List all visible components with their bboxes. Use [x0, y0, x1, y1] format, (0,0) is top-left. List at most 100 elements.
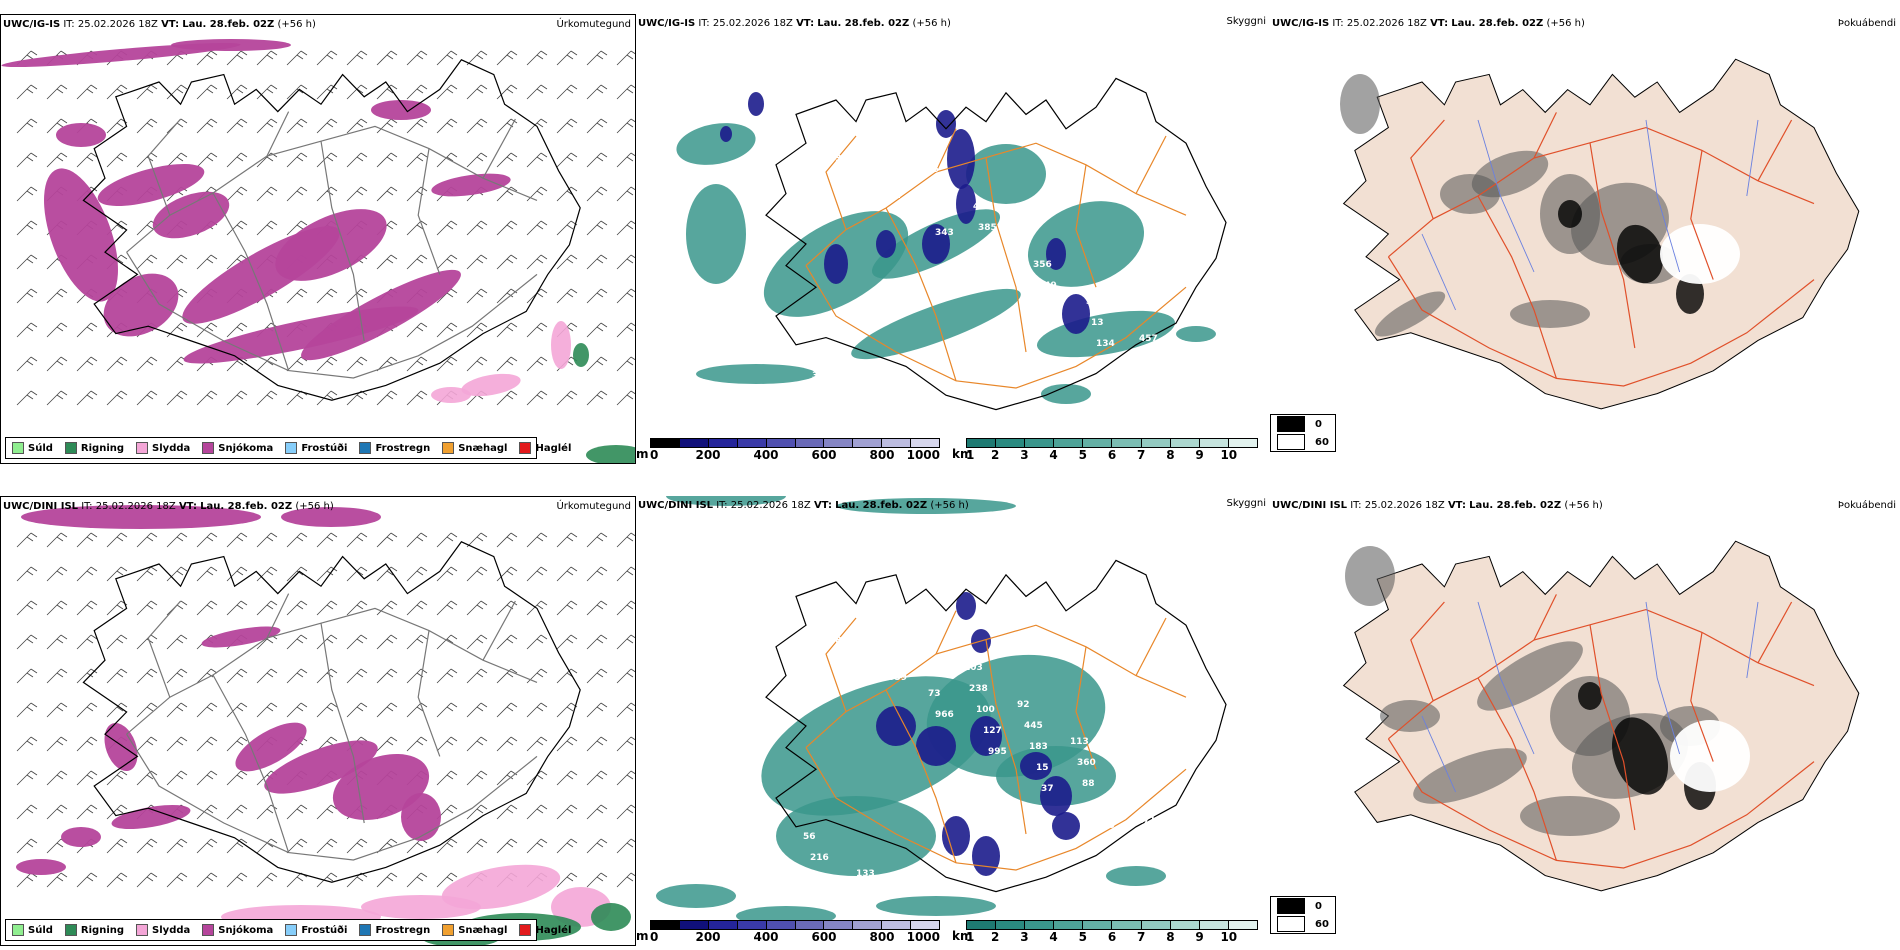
legend-swatch: [359, 924, 372, 936]
wind-barb: [346, 600, 368, 616]
colorbar-tick: 200: [695, 930, 721, 944]
cloud-base-area: [956, 592, 976, 620]
wind-barb: [586, 600, 608, 616]
cloud-base-area: [720, 126, 732, 142]
colorbar-cell: [911, 439, 940, 447]
wind-barb: [16, 390, 38, 406]
panel-title: Úrkomutegund: [556, 19, 631, 30]
map-header: UWC/IG-IS IT: 25.02.2026 18Z VT: Lau. 28…: [638, 18, 951, 29]
colorbar-tick: 200: [695, 448, 721, 462]
wind-barb: [436, 356, 458, 372]
colorbar-cell: [1112, 439, 1142, 447]
wind-barb: [586, 322, 608, 338]
wind-barb: [226, 220, 248, 236]
wind-barb: [406, 668, 428, 684]
river-line: [1421, 233, 1457, 311]
wind-barb: [466, 634, 488, 650]
wind-barb: [286, 634, 308, 650]
cloud-base-area: [1052, 812, 1080, 840]
wind-barb: [46, 736, 68, 752]
wind-barb: [76, 634, 98, 650]
cloud-base-label: 102: [819, 392, 838, 402]
wind-barb: [16, 118, 38, 134]
cloud-base-label: 364: [1086, 297, 1105, 307]
wind-barb: [226, 152, 248, 168]
visibility-area: [696, 364, 816, 384]
wind-barb: [136, 254, 158, 270]
precipitation-type-map-r1: UWC/IG-IS IT: 25.02.2026 18Z VT: Lau. 28…: [0, 14, 636, 464]
road-line: [320, 141, 365, 342]
model-name: UWC/IG-IS: [3, 19, 61, 30]
legend-label: Haglél: [535, 924, 572, 936]
lead-time: (+56 h): [930, 500, 969, 511]
wind-barb: [616, 838, 635, 854]
wind-barb: [376, 152, 398, 168]
wind-barb: [496, 532, 518, 548]
wind-barb: [46, 356, 68, 372]
wind-barb: [466, 668, 488, 684]
road-line: [482, 118, 516, 179]
wind-barb: [556, 254, 578, 270]
wind-barb: [616, 356, 635, 372]
river-line: [1746, 119, 1759, 197]
colorbar-tick: 400: [753, 930, 779, 944]
wind-barb: [436, 532, 458, 548]
wind-barb: [556, 390, 578, 406]
wind-barb: [46, 600, 68, 616]
wind-barb: [226, 872, 248, 888]
precip-legend-item: Súld: [12, 442, 53, 454]
wind-barb: [316, 288, 338, 304]
wind-barb: [526, 600, 548, 616]
colorbar-unit: km: [952, 447, 973, 461]
colorbar-tick: 400: [753, 448, 779, 462]
fog-map-canvas: [1340, 58, 1860, 410]
cloud-base-label: 15: [870, 631, 883, 641]
colorbar-tick: 9: [1195, 448, 1204, 462]
map-header: UWC/DINI ISL IT: 25.02.2026 18Z VT: Lau.…: [3, 501, 334, 512]
wind-barb: [256, 220, 278, 236]
visibility-area: [1041, 384, 1091, 404]
precip-legend-item: Slydda: [136, 442, 190, 454]
wind-barb: [616, 50, 635, 66]
wind-barb: [466, 804, 488, 820]
cloud-base-label: 85: [925, 186, 938, 196]
wind-barb: [16, 152, 38, 168]
snow-area: [275, 209, 387, 281]
wind-barb: [16, 84, 38, 100]
rain-area: [586, 445, 635, 463]
wind-barb: [526, 668, 548, 684]
colorbar-tick: 600: [811, 930, 837, 944]
wind-barb: [616, 186, 635, 202]
lead-time: (+56 h): [1546, 18, 1585, 29]
wind-barb: [496, 254, 518, 270]
panel-title: Úrkomutegund: [556, 501, 631, 512]
cloud-base-label: 229: [875, 652, 894, 662]
wind-barb: [16, 600, 38, 616]
wind-barb: [616, 152, 635, 168]
legend-label: Haglél: [535, 442, 572, 454]
wind-barb: [16, 770, 38, 786]
colorbar-tick: 1: [966, 448, 975, 462]
valid-time: Lau. 28.feb. 02Z: [200, 501, 293, 512]
legend-label: Slydda: [152, 924, 191, 936]
init-time: 25.02.2026 18Z: [95, 501, 176, 512]
lead-time: (+56 h): [912, 18, 951, 29]
wind-barb: [376, 702, 398, 718]
model-name: UWC/DINI ISL: [3, 501, 79, 512]
map-header: UWC/IG-IS IT: 25.02.2026 18Z VT: Lau. 28…: [3, 19, 316, 30]
fog-legend-item: 60: [1271, 433, 1335, 451]
wind-barb: [466, 322, 488, 338]
wind-barb: [406, 50, 428, 66]
wind-barb: [196, 254, 218, 270]
wind-barb: [586, 702, 608, 718]
colorbar-unit: m: [636, 929, 649, 943]
cloud-base-label: 605: [776, 117, 795, 127]
snow-area: [1, 42, 241, 68]
wind-barb: [586, 254, 608, 270]
wind-barb: [196, 702, 218, 718]
wind-barb: [76, 736, 98, 752]
wind-barb: [76, 600, 98, 616]
wind-barb: [526, 804, 548, 820]
colorbar-tick: 8: [1166, 448, 1175, 462]
wind-barb: [136, 118, 158, 134]
